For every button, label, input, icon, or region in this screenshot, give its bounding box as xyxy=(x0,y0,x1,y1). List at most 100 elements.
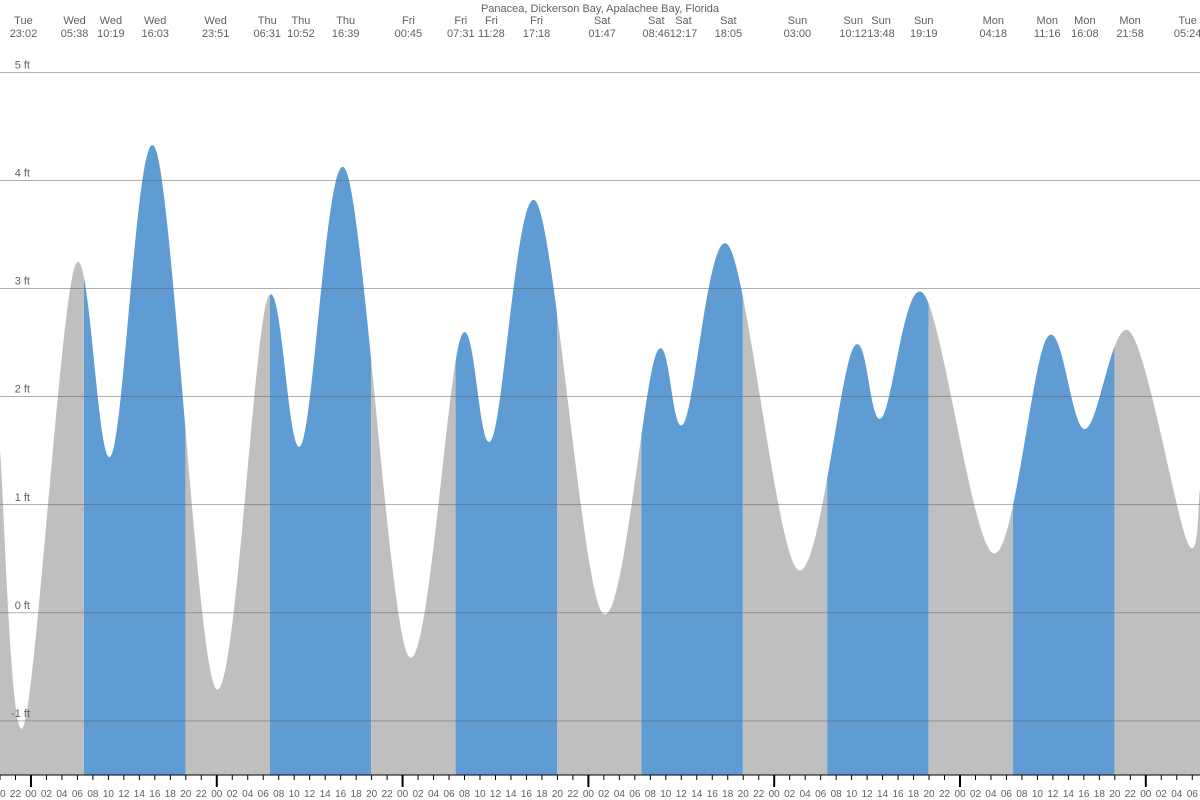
x-tick-label: 20 xyxy=(366,789,378,800)
extrema-day-label: Wed xyxy=(204,15,226,27)
x-tick-label: 22 xyxy=(567,789,579,800)
x-tick-label: 00 xyxy=(397,789,409,800)
x-tick-label: 06 xyxy=(443,789,455,800)
x-tick-label: 18 xyxy=(722,789,734,800)
extrema-day-label: Thu xyxy=(291,15,310,27)
extrema-day-label: Fri xyxy=(485,15,498,27)
x-tick-label: 06 xyxy=(72,789,84,800)
extrema-day-label: Sun xyxy=(843,15,863,27)
extrema-time-label: 07:31 xyxy=(447,28,475,40)
extrema-day-label: Fri xyxy=(530,15,543,27)
x-tick-label: 10 xyxy=(103,789,115,800)
x-tick-label: 08 xyxy=(273,789,285,800)
extrema-day-label: Wed xyxy=(63,15,85,27)
extrema-time-label: 16:03 xyxy=(141,28,169,40)
y-tick-label: 0 ft xyxy=(15,600,30,612)
extrema-time-label: 16:08 xyxy=(1071,28,1099,40)
extrema-time-label: 01:47 xyxy=(588,28,616,40)
day-segment xyxy=(270,167,371,775)
extrema-time-label: 23:02 xyxy=(10,28,38,40)
x-tick-label: 14 xyxy=(320,789,332,800)
x-tick-label: 10 xyxy=(289,789,301,800)
x-tick-label: 16 xyxy=(707,789,719,800)
x-tick-label: 00 xyxy=(583,789,595,800)
x-tick-label: 22 xyxy=(196,789,208,800)
x-tick-label: 20 xyxy=(552,789,564,800)
x-tick-label: 14 xyxy=(1063,789,1075,800)
x-tick-label: 12 xyxy=(304,789,316,800)
x-tick-label: 18 xyxy=(1094,789,1106,800)
extrema-time-label: 19:19 xyxy=(910,28,938,40)
x-tick-label: 22 xyxy=(10,789,22,800)
x-tick-label: 20 xyxy=(180,789,192,800)
extrema-time-label: 12:17 xyxy=(670,28,698,40)
extrema-time-label: 23:51 xyxy=(202,28,230,40)
x-tick-label: 02 xyxy=(41,789,53,800)
extrema-time-label: 05:38 xyxy=(61,28,89,40)
x-tick-label: 18 xyxy=(165,789,177,800)
extrema-time-label: 18:05 xyxy=(715,28,743,40)
x-tick-label: 02 xyxy=(413,789,425,800)
y-tick-label: -1 ft xyxy=(11,708,30,720)
x-tick-label: 10 xyxy=(660,789,672,800)
y-tick-label: 3 ft xyxy=(15,276,30,288)
x-tick-label: 02 xyxy=(598,789,610,800)
x-tick-label: 16 xyxy=(893,789,905,800)
extrema-day-label: Wed xyxy=(100,15,122,27)
x-tick-label: 08 xyxy=(87,789,99,800)
x-tick-label: 12 xyxy=(118,789,130,800)
extrema-time-label: 05:24 xyxy=(1174,28,1200,40)
x-tick-label: 00 xyxy=(1140,789,1152,800)
x-tick-label: 04 xyxy=(800,789,812,800)
x-tick-label: 00 xyxy=(954,789,966,800)
extrema-time-label: 06:31 xyxy=(253,28,281,40)
x-tick-label: 04 xyxy=(242,789,254,800)
x-tick-label: 14 xyxy=(505,789,517,800)
x-tick-label: 12 xyxy=(862,789,874,800)
night-segment xyxy=(743,297,827,775)
x-tick-label: 22 xyxy=(939,789,951,800)
x-tick-label: 22 xyxy=(753,789,765,800)
extrema-day-label: Sat xyxy=(648,15,665,27)
x-tick-label: 08 xyxy=(831,789,843,800)
x-tick-label: 04 xyxy=(428,789,440,800)
x-tick-label: 12 xyxy=(676,789,688,800)
day-segment xyxy=(641,243,742,775)
x-tick-label: 04 xyxy=(985,789,997,800)
x-tick-label: 22 xyxy=(382,789,394,800)
x-tick-label: 02 xyxy=(784,789,796,800)
x-tick-label: 18 xyxy=(536,789,548,800)
x-tick-label: 04 xyxy=(56,789,68,800)
x-tick-label: 16 xyxy=(1078,789,1090,800)
day-segment xyxy=(1013,335,1114,775)
x-tick-label: 14 xyxy=(877,789,889,800)
x-tick-label: 10 xyxy=(846,789,858,800)
extrema-day-label: Mon xyxy=(1074,15,1095,27)
extrema-day-label: Thu xyxy=(336,15,355,27)
extrema-day-label: Sun xyxy=(788,15,808,27)
x-tick-label: 06 xyxy=(815,789,827,800)
x-tick-label: 10 xyxy=(474,789,486,800)
extrema-time-label: 03:00 xyxy=(784,28,812,40)
day-segment xyxy=(84,145,185,775)
x-tick-label: 06 xyxy=(629,789,641,800)
extrema-day-label: Sat xyxy=(594,15,611,27)
night-segment xyxy=(0,262,84,775)
extrema-day-label: Fri xyxy=(454,15,467,27)
night-segment xyxy=(371,361,455,775)
x-tick-label: 18 xyxy=(351,789,363,800)
x-tick-label: 08 xyxy=(645,789,657,800)
x-tick-label: 20 xyxy=(0,789,6,800)
tide-area xyxy=(0,145,1200,775)
extrema-time-label: 11:16 xyxy=(1034,28,1061,40)
tide-chart: -1 ft0 ft1 ft2 ft3 ft4 ft5 ft20220002040… xyxy=(0,0,1200,800)
extrema-time-label: 11:28 xyxy=(478,28,505,40)
x-tick-label: 20 xyxy=(738,789,750,800)
night-segment xyxy=(185,295,269,775)
extrema-time-label: 17:18 xyxy=(523,28,551,40)
extrema-day-label: Mon xyxy=(983,15,1004,27)
x-tick-label: 12 xyxy=(490,789,502,800)
x-tick-label: 14 xyxy=(134,789,146,800)
x-tick-label: 06 xyxy=(1187,789,1199,800)
extrema-time-label: 08:46 xyxy=(643,28,671,40)
